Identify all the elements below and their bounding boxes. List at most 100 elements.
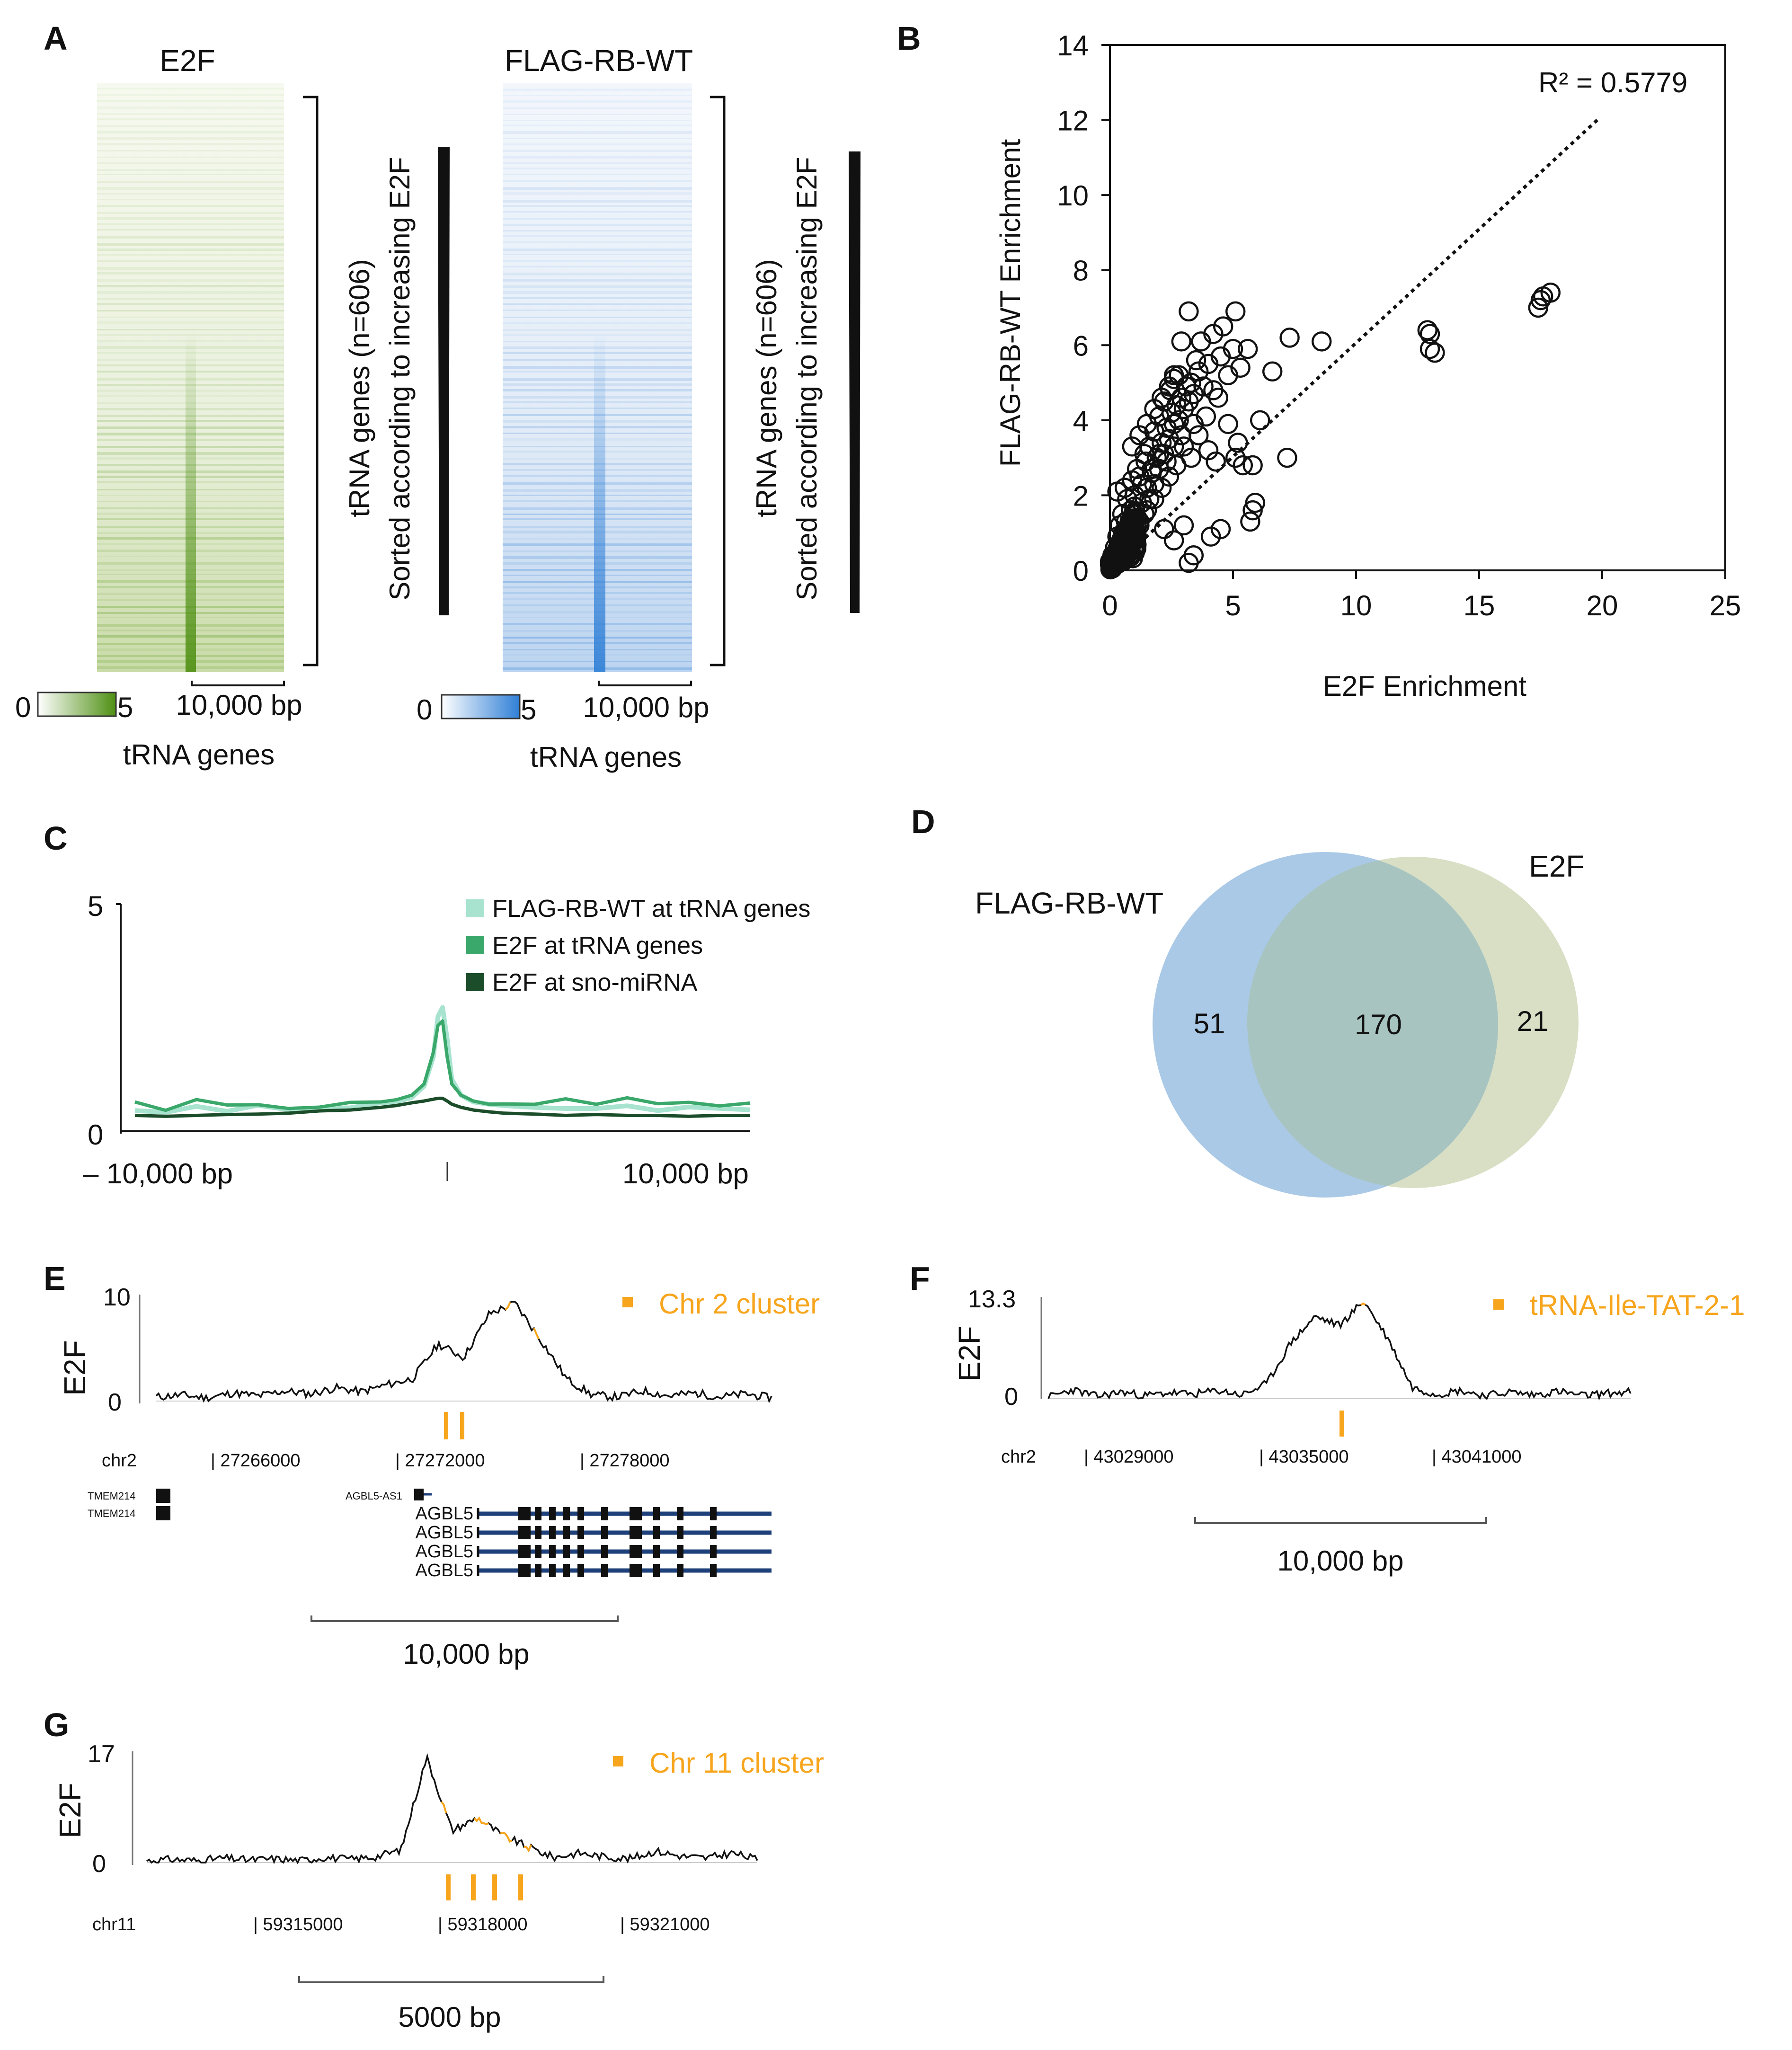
panel-label-f: F	[910, 1260, 930, 1297]
transcript-exon	[549, 1545, 556, 1558]
profile-ytick-0: 0	[88, 1119, 103, 1151]
scatter-point	[1279, 328, 1300, 348]
scatter-point	[1122, 436, 1143, 457]
heatmap-row	[97, 137, 284, 140]
scatter-r2-annotation: R² = 0.5779	[1538, 67, 1687, 98]
heatmap-row	[97, 223, 284, 225]
scatter-points	[1100, 283, 1561, 580]
transcript-label: AGBL5	[415, 1523, 473, 1543]
heatmap-row	[503, 200, 692, 203]
scatter-point	[1193, 376, 1214, 397]
heatmap-row	[503, 131, 692, 134]
panel-label-g: G	[44, 1706, 69, 1743]
scatter-point	[1169, 410, 1189, 431]
heatmap-row	[97, 181, 284, 183]
scatter-point	[1225, 447, 1246, 468]
scale-rb-min: 0	[417, 694, 432, 726]
heatmap-row	[97, 193, 284, 195]
heatmap-row	[97, 106, 284, 109]
heatmap-row	[503, 218, 692, 220]
side-label-rb-1: tRNA genes (n=606)	[751, 259, 782, 517]
track-e-legend-swatch	[622, 1297, 633, 1307]
scatter-ytick-label: 14	[1057, 30, 1089, 62]
heatmap-row	[503, 156, 692, 159]
track-g-scalebar-label: 5000 bp	[399, 2001, 501, 2033]
transcript-exon	[710, 1507, 717, 1520]
scatter-xtick-label: 25	[1710, 590, 1741, 621]
scatter-point	[1218, 414, 1238, 435]
transcript-exon	[549, 1507, 556, 1520]
track-g-ytick-0: 0	[92, 1850, 106, 1878]
track-e-signal	[155, 1301, 772, 1403]
track-e-coord-1: | 27266000	[211, 1451, 301, 1471]
heatmap-row	[97, 317, 284, 318]
heatmap-row	[97, 100, 284, 102]
scatter-point	[1144, 489, 1164, 509]
scalebar-rb-label: 10,000 bp	[583, 692, 710, 723]
heatmap-row	[503, 317, 692, 318]
transcript-exon	[677, 1564, 683, 1577]
scale-e2f-max: 5	[117, 692, 133, 723]
scatter-point	[1237, 338, 1258, 359]
heatmap-row	[503, 230, 692, 231]
heatmap-row	[503, 303, 692, 305]
heatmap-row	[97, 199, 284, 200]
heatmap-row	[503, 285, 692, 288]
track-g-legend-swatch	[613, 1756, 623, 1766]
heatmap-row	[97, 157, 284, 158]
scatter-point	[1171, 331, 1192, 352]
heatmap-row	[97, 298, 284, 300]
scatter-ytick-label: 2	[1073, 480, 1089, 512]
scatter-point	[1240, 511, 1260, 532]
track-e-coord-3: | 27278000	[580, 1451, 670, 1471]
transcript-exon	[563, 1526, 570, 1539]
side-label-e2f-1: tRNA genes (n=606)	[344, 259, 375, 517]
scatter-point	[1311, 331, 1332, 352]
scatter-point	[1129, 425, 1150, 445]
heatmap-row	[97, 285, 284, 287]
scatter-point	[1123, 504, 1144, 524]
scatter-frame	[1109, 44, 1726, 571]
profile-series-2	[134, 1096, 750, 1118]
scatter-point	[1108, 553, 1128, 574]
heatmap-row	[503, 89, 692, 91]
trna-mark-f	[1340, 1411, 1344, 1437]
heatmap-row	[503, 279, 692, 282]
track-line	[155, 1301, 772, 1403]
xlabel-rb: tRNA genes	[530, 741, 682, 773]
transcript-exon	[630, 1545, 642, 1558]
xlabel-e2f: tRNA genes	[123, 739, 275, 771]
heatmap-row	[97, 267, 284, 270]
venn-count-e2f-only: 21	[1517, 1005, 1549, 1037]
transcript-exon	[653, 1545, 660, 1558]
track-trna-segment	[1360, 1302, 1366, 1306]
venn-overlap	[1247, 860, 1498, 1186]
heatmap-row	[97, 113, 284, 115]
scatter-point	[1173, 436, 1194, 457]
track-f-coord-3: | 43041000	[1432, 1447, 1522, 1467]
gene-annotations-e: TMEM214 TMEM214 AGBL5-AS1 AGBL5AGBL5AGBL…	[88, 1489, 772, 1580]
track-e-scalebar-label: 10,000 bp	[403, 1638, 530, 1670]
scatter-point	[1181, 373, 1201, 393]
scatter-ytick-label: 0	[1073, 555, 1089, 587]
scatter-xtick-label: 20	[1587, 590, 1618, 621]
heatmap-row	[503, 180, 692, 182]
track-e-ytick-max: 10	[103, 1284, 131, 1311]
heatmap-row	[97, 243, 284, 246]
scatter-point	[1179, 552, 1199, 573]
gene-label-agbl5-as1: AGBL5-AS1	[346, 1490, 402, 1502]
scatter-point	[1242, 455, 1263, 476]
scatter-ytick-label: 10	[1057, 180, 1089, 212]
heatmap-row	[97, 279, 284, 282]
track-e-coord-2: | 27272000	[395, 1451, 485, 1471]
scatter-point	[1166, 455, 1187, 476]
scatter-point	[1171, 425, 1192, 445]
transcript-exon	[601, 1526, 608, 1539]
track-f-scalebar-label: 10,000 bp	[1277, 1545, 1404, 1577]
legend-label-e2f: E2F at tRNA genes	[492, 932, 703, 959]
profile-ytick-5: 5	[88, 890, 103, 922]
gene-label-tmem214-1: TMEM214	[88, 1490, 135, 1502]
transcript-exon	[677, 1507, 683, 1520]
panel-f: F E2F 13.3 0 tRNA-Ile-TAT-2-1 chr2 | 430…	[910, 1260, 1745, 1577]
